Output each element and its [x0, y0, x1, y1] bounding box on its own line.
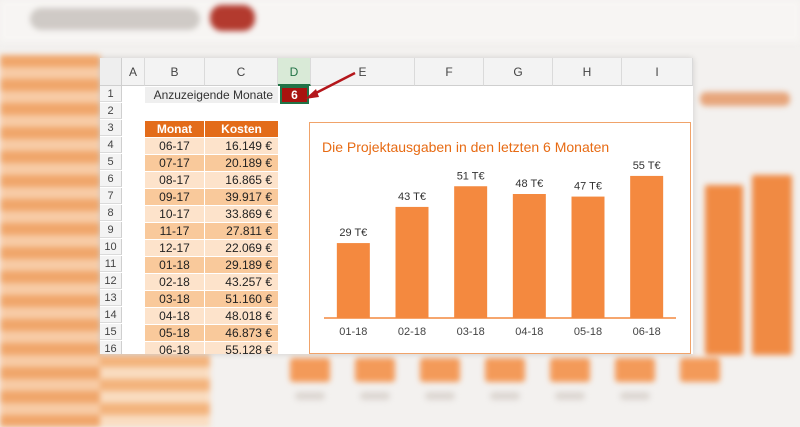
table-cell-monat[interactable]: 02-18: [145, 274, 204, 290]
chart-category-label: 04-18: [515, 326, 543, 338]
chart-bar[interactable]: [336, 243, 370, 318]
column-header-g[interactable]: G: [484, 58, 553, 86]
row-header[interactable]: 16: [100, 341, 122, 354]
background-blur-shape: [700, 92, 790, 106]
column-header-d[interactable]: D: [278, 58, 311, 86]
table-cell-kosten[interactable]: 20.189 €: [205, 155, 278, 171]
column-header-i[interactable]: I: [622, 58, 693, 86]
chart-title: Die Projektausgaben in den letzten 6 Mon…: [322, 139, 610, 155]
background-blur-shape: [355, 358, 395, 382]
table-cell-monat[interactable]: 08-17: [145, 172, 204, 188]
table-cell-kosten[interactable]: 16.865 €: [205, 172, 278, 188]
background-blur-shape: [0, 55, 100, 427]
column-header-f[interactable]: F: [415, 58, 484, 86]
background-blur-shape: [490, 392, 520, 400]
row-header[interactable]: 9: [100, 222, 122, 238]
row-header[interactable]: 7: [100, 188, 122, 204]
background-blur-shape: [100, 355, 210, 427]
chart-bar[interactable]: [512, 194, 546, 318]
table-cell-kosten[interactable]: 39.917 €: [205, 189, 278, 205]
row-header[interactable]: 3: [100, 120, 122, 136]
background-blur-shape: [425, 392, 455, 400]
row-header[interactable]: 13: [100, 290, 122, 306]
table-header-kosten[interactable]: Kosten: [205, 121, 278, 137]
row-header[interactable]: 4: [100, 137, 122, 153]
table-cell-kosten[interactable]: 43.257 €: [205, 274, 278, 290]
table-cell-kosten[interactable]: 46.873 €: [205, 325, 278, 341]
background-blur-shape: [30, 8, 200, 30]
table-header-monat[interactable]: Monat: [145, 121, 204, 137]
row-header[interactable]: 10: [100, 239, 122, 255]
table-cell-monat[interactable]: 04-18: [145, 308, 204, 324]
table-cell-kosten[interactable]: 16.149 €: [205, 138, 278, 154]
background-blur-shape: [290, 358, 330, 382]
table-cell-kosten[interactable]: 33.869 €: [205, 206, 278, 222]
chart-bar[interactable]: [454, 186, 488, 318]
table-cell-monat[interactable]: 11-17: [145, 223, 204, 239]
red-pointer-arrow-icon: [305, 71, 356, 99]
background-blur-shape: [620, 392, 650, 400]
row-header[interactable]: 1: [100, 86, 122, 102]
chart-bar[interactable]: [571, 196, 605, 318]
column-header-c[interactable]: C: [205, 58, 278, 86]
column-header-h[interactable]: H: [553, 58, 622, 86]
table-cell-kosten[interactable]: 48.018 €: [205, 308, 278, 324]
table-cell-kosten[interactable]: 51.160 €: [205, 291, 278, 307]
background-blur-shape: [680, 358, 720, 382]
column-header-e[interactable]: E: [311, 58, 415, 86]
chart-bar[interactable]: [630, 175, 664, 318]
bar-chart[interactable]: Die Projektausgaben in den letzten 6 Mon…: [309, 122, 691, 354]
chart-data-label: 51 T€: [457, 170, 485, 182]
months-label-cell[interactable]: Anzuzeigende Monate: [145, 87, 278, 103]
background-blur-shape: [550, 358, 590, 382]
table-cell-kosten[interactable]: 55.128 €: [205, 342, 278, 354]
table-cell-monat[interactable]: 06-18: [145, 342, 204, 354]
column-header-a[interactable]: A: [122, 58, 145, 86]
months-input-cell[interactable]: 6: [280, 86, 309, 104]
row-header[interactable]: 12: [100, 273, 122, 289]
table-cell-kosten[interactable]: 22.069 €: [205, 240, 278, 256]
row-header[interactable]: 2: [100, 103, 122, 119]
chart-data-label: 29 T€: [339, 227, 367, 239]
chart-category-label: 05-18: [574, 326, 602, 338]
chart-category-label: 02-18: [398, 326, 426, 338]
chart-data-label: 48 T€: [515, 178, 543, 190]
table-cell-monat[interactable]: 10-17: [145, 206, 204, 222]
chart-plot-area: 29 T€ 01-18 43 T€ 02-18 51 T€ 03-18 48 T€ 04-18…: [324, 160, 676, 338]
background-blur-shape: [210, 5, 255, 31]
row-header[interactable]: 6: [100, 171, 122, 187]
table-cell-monat[interactable]: 12-17: [145, 240, 204, 256]
column-header-b[interactable]: B: [145, 58, 205, 86]
chart-data-label: 47 T€: [574, 181, 602, 193]
background-blur-shape: [615, 358, 655, 382]
background-blur-shape: [705, 185, 743, 355]
chart-category-label: 06-18: [633, 326, 661, 338]
table-cell-monat[interactable]: 03-18: [145, 291, 204, 307]
select-all-corner[interactable]: [100, 58, 122, 86]
chart-data-label: 55 T€: [633, 160, 661, 172]
table-cell-kosten[interactable]: 29.189 €: [205, 257, 278, 273]
table-cell-monat[interactable]: 01-18: [145, 257, 204, 273]
background-blur-shape: [752, 175, 792, 355]
row-header[interactable]: 14: [100, 307, 122, 323]
table-cell-monat[interactable]: 07-17: [145, 155, 204, 171]
background-blur-shape: [555, 392, 585, 400]
table-cell-monat[interactable]: 05-18: [145, 325, 204, 341]
chart-category-label: 01-18: [339, 326, 367, 338]
row-header[interactable]: 5: [100, 154, 122, 170]
row-header[interactable]: 15: [100, 324, 122, 340]
background-blur-shape: [420, 358, 460, 382]
background-blur-shape: [485, 358, 525, 382]
chart-bar[interactable]: [395, 206, 429, 318]
table-cell-kosten[interactable]: 27.811 €: [205, 223, 278, 239]
table-cell-monat[interactable]: 09-17: [145, 189, 204, 205]
table-cell-monat[interactable]: 06-17: [145, 138, 204, 154]
row-header[interactable]: 11: [100, 256, 122, 272]
chart-category-label: 03-18: [457, 326, 485, 338]
background-blur-shape: [295, 392, 325, 400]
background-blur-shape: [360, 392, 390, 400]
chart-data-label: 43 T€: [398, 191, 426, 203]
row-header[interactable]: 8: [100, 205, 122, 221]
